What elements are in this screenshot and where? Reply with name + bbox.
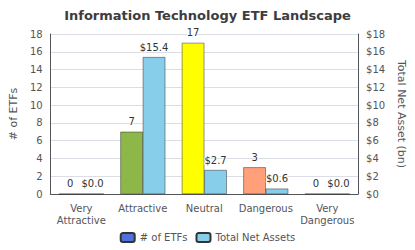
svg-text:Dangerous: Dangerous bbox=[300, 215, 354, 226]
svg-text:Total Net Asset (bn): Total Net Asset (bn) bbox=[395, 59, 408, 168]
svg-text:$15.4: $15.4 bbox=[140, 42, 169, 53]
svg-text:Attractive: Attractive bbox=[57, 215, 106, 226]
svg-text:$10: $10 bbox=[366, 100, 385, 111]
svg-text:14: 14 bbox=[30, 64, 43, 75]
svg-text:8: 8 bbox=[36, 117, 42, 128]
svg-text:$8: $8 bbox=[366, 117, 379, 128]
svg-text:Neutral: Neutral bbox=[186, 203, 223, 214]
svg-text:Attractive: Attractive bbox=[118, 203, 167, 214]
svg-text:Information Technology ETF Lan: Information Technology ETF Landscape bbox=[64, 8, 351, 23]
svg-text:$4: $4 bbox=[366, 153, 379, 164]
svg-text:Very: Very bbox=[316, 203, 338, 214]
svg-text:$18: $18 bbox=[366, 29, 385, 40]
svg-text:$0.0: $0.0 bbox=[81, 178, 103, 189]
svg-text:0: 0 bbox=[67, 178, 73, 189]
svg-text:Very: Very bbox=[70, 203, 92, 214]
svg-text:# of ETFs: # of ETFs bbox=[7, 87, 20, 140]
svg-text:Dangerous: Dangerous bbox=[239, 203, 293, 214]
svg-text:$2: $2 bbox=[366, 171, 379, 182]
svg-text:10: 10 bbox=[30, 100, 43, 111]
svg-text:# of ETFs: # of ETFs bbox=[140, 232, 188, 243]
svg-text:7: 7 bbox=[128, 116, 134, 127]
svg-text:$0.6: $0.6 bbox=[266, 173, 288, 184]
svg-text:0: 0 bbox=[36, 189, 42, 200]
svg-text:4: 4 bbox=[36, 153, 42, 164]
svg-text:$2.7: $2.7 bbox=[204, 155, 226, 166]
svg-text:0: 0 bbox=[313, 178, 319, 189]
svg-text:$6: $6 bbox=[366, 135, 379, 146]
svg-text:$12: $12 bbox=[366, 82, 385, 93]
svg-text:2: 2 bbox=[36, 171, 42, 182]
svg-text:12: 12 bbox=[30, 82, 43, 93]
svg-text:$14: $14 bbox=[366, 64, 385, 75]
svg-text:17: 17 bbox=[187, 27, 200, 38]
svg-text:6: 6 bbox=[36, 135, 42, 146]
svg-text:$0: $0 bbox=[366, 189, 379, 200]
svg-text:3: 3 bbox=[251, 152, 257, 163]
svg-text:$0.0: $0.0 bbox=[327, 178, 349, 189]
svg-text:$16: $16 bbox=[366, 46, 385, 57]
svg-text:16: 16 bbox=[30, 46, 43, 57]
svg-text:18: 18 bbox=[30, 29, 43, 40]
svg-text:Total Net Assets: Total Net Assets bbox=[214, 232, 295, 243]
